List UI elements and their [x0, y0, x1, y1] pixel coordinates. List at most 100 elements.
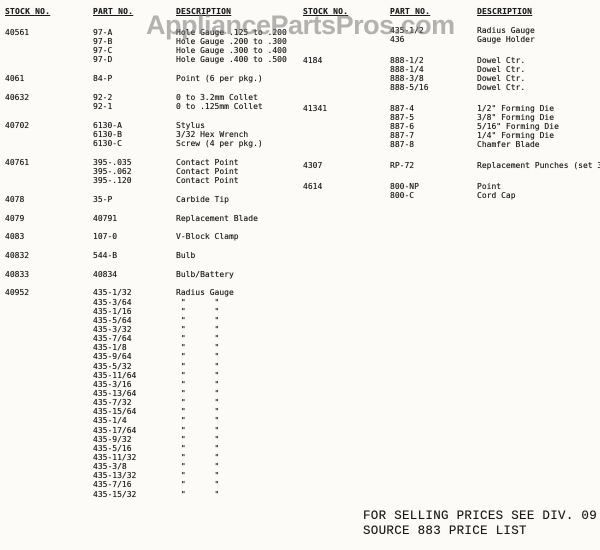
- part-group: 4614 800-NP Point 800-C Cord Cap: [300, 182, 600, 200]
- table-row: 41341 887-4 1/2" Forming Die: [300, 104, 600, 113]
- left-stock-no-header: STOCK NO.: [5, 7, 51, 16]
- part-cell: 97-A: [93, 28, 113, 37]
- part-cell: 435-7/64: [93, 334, 132, 344]
- part-group: 4184 888-1/2 Dowel Ctr. 888-1/4 Dowel Ctr. 88…: [300, 56, 600, 93]
- part-cell: 435-9/64: [93, 352, 132, 362]
- part-cell: 97-C: [93, 46, 113, 56]
- part-cell: 887-5: [390, 112, 415, 122]
- table-row: 887-8 Chamfer Blade: [300, 140, 600, 149]
- desc-cell: Gauge Holder: [477, 35, 535, 45]
- part-group: 41341 887-4 1/2" Forming Die 887-5 3/8" Form…: [300, 104, 600, 150]
- table-row: 435-7/16 " ": [0, 480, 300, 489]
- part-group: 40561 97-A Hole Gauge .125 to .200 97-B Hole…: [0, 28, 300, 65]
- table-row: 4184 888-1/2 Dowel Ctr.: [300, 56, 600, 65]
- part-group: 4078 35-P Carbide Tip: [0, 195, 300, 204]
- table-row: 40561 97-A Hole Gauge .125 to .200: [0, 28, 300, 37]
- desc-cell: Replacement Punches (set 3: [477, 161, 600, 171]
- desc-cell: Bulb: [176, 251, 196, 260]
- table-row: 435-1/4 " ": [0, 416, 300, 425]
- desc-cell: Hole Gauge .300 to .400: [176, 46, 287, 56]
- stock-cell: 40632: [5, 92, 30, 102]
- table-row: 4079 40791 Replacement Blade: [0, 214, 300, 223]
- table-row: 6130-B 3/32 Hex Wrench: [0, 130, 300, 139]
- part-cell: 435-11/32: [93, 453, 137, 462]
- desc-cell: " ": [176, 334, 220, 344]
- desc-cell: Chamfer Blade: [477, 140, 540, 150]
- desc-cell: 3/32 Hex Wrench: [176, 129, 249, 139]
- desc-cell: Carbide Tip: [176, 194, 229, 204]
- part-cell: 40791: [93, 213, 118, 223]
- part-cell: 887-6: [390, 122, 415, 132]
- part-cell: 800-C: [390, 190, 415, 200]
- desc-cell: Screw (4 per pkg.): [176, 139, 263, 149]
- table-row: 97-C Hole Gauge .300 to .400: [0, 46, 300, 55]
- table-row: 435-5/64 " ": [0, 316, 300, 325]
- table-row: 435-3/16 " ": [0, 380, 300, 389]
- table-row: 435-5/16 " ": [0, 444, 300, 453]
- table-row: 435-1/8 " ": [0, 343, 300, 352]
- part-cell: 84-P: [93, 74, 113, 84]
- desc-cell: Bulb/Battery: [176, 269, 234, 279]
- table-row: 435-13/32 " ": [0, 471, 300, 480]
- desc-cell: " ": [176, 453, 220, 462]
- table-row: 888-3/8 Dowel Ctr.: [300, 74, 600, 83]
- desc-cell: Contact Point: [176, 166, 239, 176]
- parts-table-left-half: 40561 97-A Hole Gauge .125 to .200 97-B Hole…: [0, 28, 300, 508]
- desc-cell: " ": [176, 325, 220, 335]
- part-cell: 435-3/32: [93, 325, 132, 335]
- part-cell: 435-5/32: [93, 361, 132, 371]
- table-row: 435-7/64 " ": [0, 334, 300, 343]
- footer-line-2: SOURCE 883 PRICE LIST: [363, 524, 527, 538]
- part-cell: 92-2: [93, 92, 113, 102]
- part-group: 4083 107-0 V-Block Clamp: [0, 232, 300, 241]
- desc-cell: " ": [176, 489, 220, 499]
- stock-cell: 4307: [303, 161, 323, 171]
- desc-cell: " ": [176, 361, 220, 371]
- desc-cell: Dowel Ctr.: [477, 64, 526, 74]
- desc-cell: Radius Gauge: [477, 26, 535, 35]
- desc-cell: Stylus: [176, 120, 205, 130]
- part-cell: 435-17/64: [93, 425, 137, 435]
- table-row: 4307 RP-72 Replacement Punches (set 3: [300, 161, 600, 170]
- part-cell: 435-13/64: [93, 389, 137, 399]
- desc-cell: " ": [176, 407, 220, 417]
- part-cell: 435-1/32: [93, 288, 132, 298]
- desc-cell: " ": [176, 379, 220, 389]
- table-row: 887-5 3/8" Forming Die: [300, 113, 600, 122]
- part-group: 4307 RP-72 Replacement Punches (set 3: [300, 161, 600, 170]
- part-group: 4061 84-P Point (6 per pkg.): [0, 74, 300, 83]
- part-group: 40761 395-.035 Contact Point 395-.062 Contac…: [0, 158, 300, 185]
- right-description-header: DESCRIPTION: [477, 7, 533, 16]
- stock-cell: 40561: [5, 28, 30, 37]
- desc-cell: " ": [176, 425, 220, 435]
- part-cell: 435-1/16: [93, 306, 132, 316]
- part-cell: 887-8: [390, 140, 415, 150]
- part-cell: 6130-C: [93, 139, 122, 149]
- table-row: 435-13/64 " ": [0, 389, 300, 398]
- part-cell: 435-15/32: [93, 489, 137, 499]
- part-cell: 97-B: [93, 37, 113, 47]
- part-cell: 544-B: [93, 251, 118, 260]
- desc-cell: " ": [176, 352, 220, 362]
- desc-cell: Replacement Blade: [176, 213, 258, 223]
- desc-cell: " ": [176, 434, 220, 444]
- left-description-header: DESCRIPTION: [176, 7, 232, 16]
- table-row: 4078 35-P Carbide Tip: [0, 195, 300, 204]
- table-row: 40832 544-B Bulb: [0, 251, 300, 260]
- table-row: 435-9/64 " ": [0, 352, 300, 361]
- desc-cell: Radius Gauge: [176, 288, 234, 298]
- desc-cell: 0 to .125mm Collet: [176, 102, 263, 112]
- desc-cell: " ": [176, 443, 220, 453]
- table-row: 435-3/64 " ": [0, 298, 300, 307]
- part-cell: 435-1/4: [93, 416, 127, 426]
- table-row: 4614 800-NP Point: [300, 182, 600, 191]
- part-cell: 888-3/8: [390, 74, 424, 84]
- footer-note: FOR SELLING PRICES SEE DIV. 09 SOURCE 88…: [363, 509, 597, 539]
- part-cell: 436: [390, 35, 405, 45]
- desc-cell: 1/2" Forming Die: [477, 103, 555, 113]
- table-row: 395-.120 Contact Point: [0, 176, 300, 185]
- part-group: 40832 544-B Bulb: [0, 251, 300, 260]
- part-group: 4079 40791 Replacement Blade: [0, 214, 300, 223]
- desc-cell: V-Block Clamp: [176, 232, 239, 242]
- desc-cell: Contact Point: [176, 157, 239, 167]
